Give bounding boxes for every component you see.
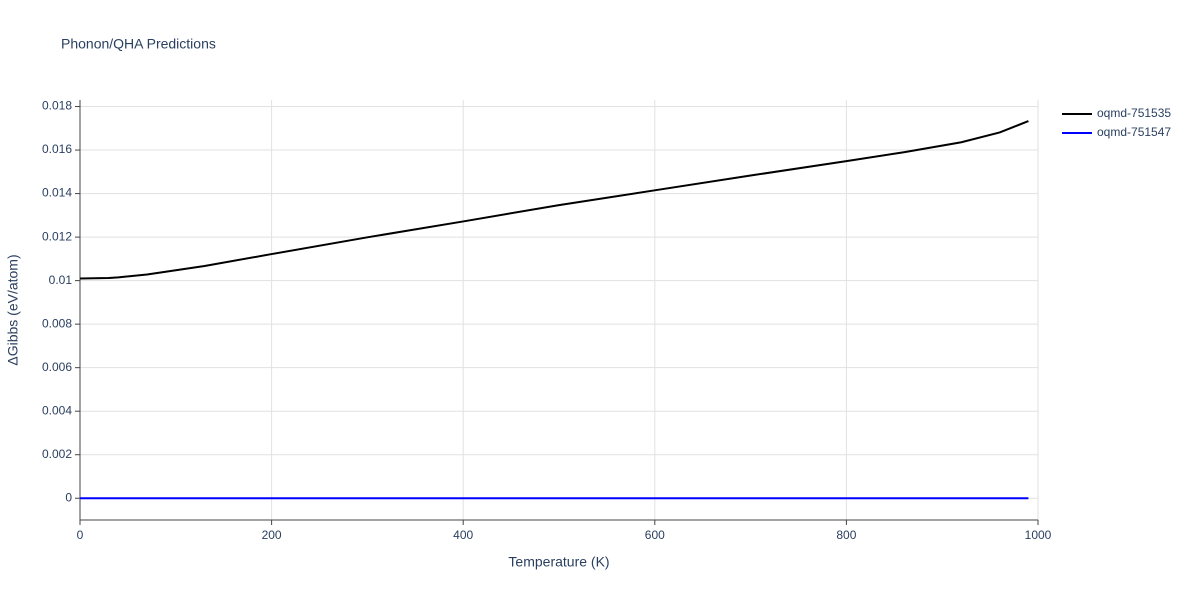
- y-tick-label: 0.012: [42, 229, 72, 243]
- x-tick-label: 400: [453, 528, 473, 542]
- y-axis-title: ΔGibbs (eV/atom): [5, 254, 21, 365]
- y-tick-label: 0.014: [42, 186, 72, 200]
- series-line: [79, 120, 1029, 280]
- y-tick-label: 0.016: [42, 142, 72, 156]
- x-axis-title: Temperature (K): [508, 554, 609, 570]
- legend-label: oqmd-751547: [1097, 125, 1171, 139]
- x-tick-label: 200: [262, 528, 282, 542]
- y-tick-label: 0.006: [42, 360, 72, 374]
- legend-label: oqmd-751535: [1097, 106, 1171, 120]
- x-tick-label: 0: [77, 528, 84, 542]
- x-tick-label: 600: [645, 528, 665, 542]
- chart-title: Phonon/QHA Predictions: [61, 36, 216, 52]
- y-tick-label: 0: [65, 490, 72, 504]
- y-tick-label: 0.018: [42, 99, 72, 113]
- y-tick-label: 0.008: [42, 316, 72, 330]
- y-tick-label: 0.004: [42, 403, 72, 417]
- y-tick-label: 0.01: [49, 273, 73, 287]
- x-tick-label: 1000: [1025, 528, 1052, 542]
- y-tick-label: 0.002: [42, 447, 72, 461]
- x-tick-label: 800: [836, 528, 856, 542]
